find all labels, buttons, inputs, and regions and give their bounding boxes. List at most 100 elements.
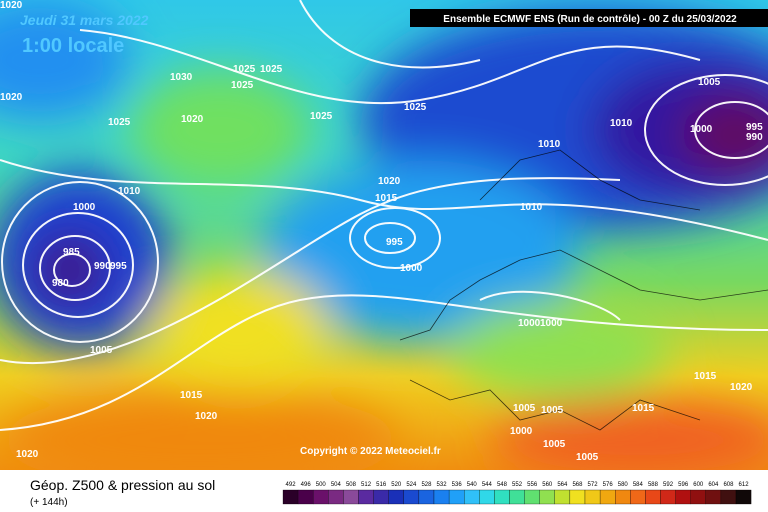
colorbar-cell [660, 489, 676, 505]
colorbar-label: 516 [376, 482, 387, 488]
colorbar-cell [569, 489, 586, 505]
colorbar-cell [554, 489, 571, 505]
isobar-label: 1000 [73, 202, 96, 213]
colorbar-label: 568 [572, 482, 583, 488]
colorbar-cell [599, 489, 616, 505]
isobar-label: 1020 [730, 382, 753, 393]
colorbar-cell [524, 489, 540, 505]
date: Jeudi 31 mars 2022 [20, 12, 149, 28]
colorbar-cell [418, 489, 435, 505]
isobar-label: 1010 [520, 202, 543, 213]
colorbar-cell [328, 489, 344, 505]
colorbar-cell [448, 489, 465, 505]
isobar-label: 990 [94, 261, 111, 272]
colorbar-label: 592 [663, 482, 674, 488]
isobar-label: 1000 [510, 426, 533, 437]
time: 1:00 locale [22, 35, 124, 57]
colorbar-label: 608 [723, 482, 734, 488]
isobar-label: 995 [746, 122, 763, 133]
colorbar-cell [690, 489, 706, 505]
isobar-label: 1010 [538, 139, 561, 150]
isobar-label: 1015 [375, 193, 398, 204]
colorbar-label: 600 [693, 482, 704, 488]
colorbar-label: 500 [316, 482, 327, 488]
colorbar-label: 496 [301, 482, 312, 488]
isobar-label: 1025 [260, 64, 283, 75]
colorbar-label: 580 [618, 482, 629, 488]
colorbar-label: 556 [527, 482, 538, 488]
isobar-label: 1005 [576, 452, 599, 463]
colorbar-cell [464, 489, 480, 505]
colorbar-label: 548 [497, 482, 508, 488]
colorbar-label: 508 [346, 482, 357, 488]
colorbar-label: 532 [437, 482, 448, 488]
colorbar-cell [630, 489, 646, 505]
colorbar-cell [358, 489, 374, 505]
isobar-label: 1025 [108, 117, 131, 128]
isobar-label: 1025 [233, 64, 256, 75]
colorbar-cell [720, 489, 737, 505]
isobar-label: 1005 [513, 403, 536, 414]
colorbar-label: 572 [588, 482, 599, 488]
colorbar-cell [297, 489, 314, 505]
isobar-label: 1015 [694, 371, 717, 382]
colorbar-label: 612 [739, 482, 750, 488]
copyright: Copyright © 2022 Meteociel.fr [300, 446, 441, 457]
field [0, 0, 768, 470]
colorbar-cell [494, 489, 510, 505]
colorbar-label: 596 [678, 482, 689, 488]
colorbar-cell [373, 489, 389, 505]
colorbar-cell [282, 489, 299, 505]
isobar-label: 1020 [378, 176, 401, 187]
colorbar-label: 560 [542, 482, 553, 488]
colorbar-cell [403, 489, 420, 505]
isobar-label: 1020 [181, 114, 204, 125]
run-info: Ensemble ECMWF ENS (Run de contrôle) - 0… [443, 14, 737, 25]
isobar-label: 1025 [231, 80, 254, 91]
isobar-label: 1030 [170, 72, 193, 83]
isobar-label: 1000 [400, 263, 423, 274]
isobar-label: 980 [52, 278, 69, 289]
isobar-label: 1015 [632, 403, 655, 414]
isobar-label: 1020 [0, 0, 23, 11]
colorbar-cell [479, 489, 495, 505]
colorbar-label: 524 [406, 482, 417, 488]
colorbar-label: 536 [452, 482, 463, 488]
colorbar-label: 528 [421, 482, 432, 488]
colorbar-cell [615, 489, 631, 505]
colorbar-label: 504 [331, 482, 342, 488]
isobar-label: 1010 [118, 186, 141, 197]
colorbar-label: 520 [391, 482, 402, 488]
colorbar-cell [645, 489, 661, 505]
footer-lead: (+ 144h) [30, 497, 68, 508]
isobar-label: 1005 [90, 345, 113, 356]
footer-title: Géop. Z500 & pression au sol [30, 477, 215, 493]
isobar-label: 995 [386, 237, 403, 248]
colorbar-label: 544 [482, 482, 493, 488]
colorbar-label: 512 [361, 482, 372, 488]
isobar-label: 1005 [541, 405, 564, 416]
colorbar-label: 588 [648, 482, 659, 488]
isobar-label: 1000 [690, 124, 713, 135]
colorbar-label: 604 [708, 482, 719, 488]
colorbar-label: 540 [467, 482, 478, 488]
colorbar-label: 576 [603, 482, 614, 488]
colorbar-cell [705, 489, 722, 505]
colorbar-label: 552 [512, 482, 523, 488]
isobar-label: 1020 [16, 449, 39, 460]
isobar-label: 1015 [180, 390, 203, 401]
isobar-label: 1010 [610, 118, 633, 129]
isobar-label: 1005 [543, 439, 566, 450]
isobar-label: 1005 [698, 77, 721, 88]
colorbar-cell [433, 489, 450, 505]
isobar-label: 985 [63, 247, 80, 258]
colorbar-cell [539, 489, 555, 505]
colorbar-cell [675, 489, 691, 505]
colorbar-label: 492 [286, 482, 297, 488]
isobar-label: 1025 [404, 102, 427, 113]
colorbar-cell [313, 489, 329, 505]
isobar-label: 990 [746, 132, 763, 143]
colorbar-cell [584, 489, 601, 505]
colorbar-cell [735, 489, 752, 505]
